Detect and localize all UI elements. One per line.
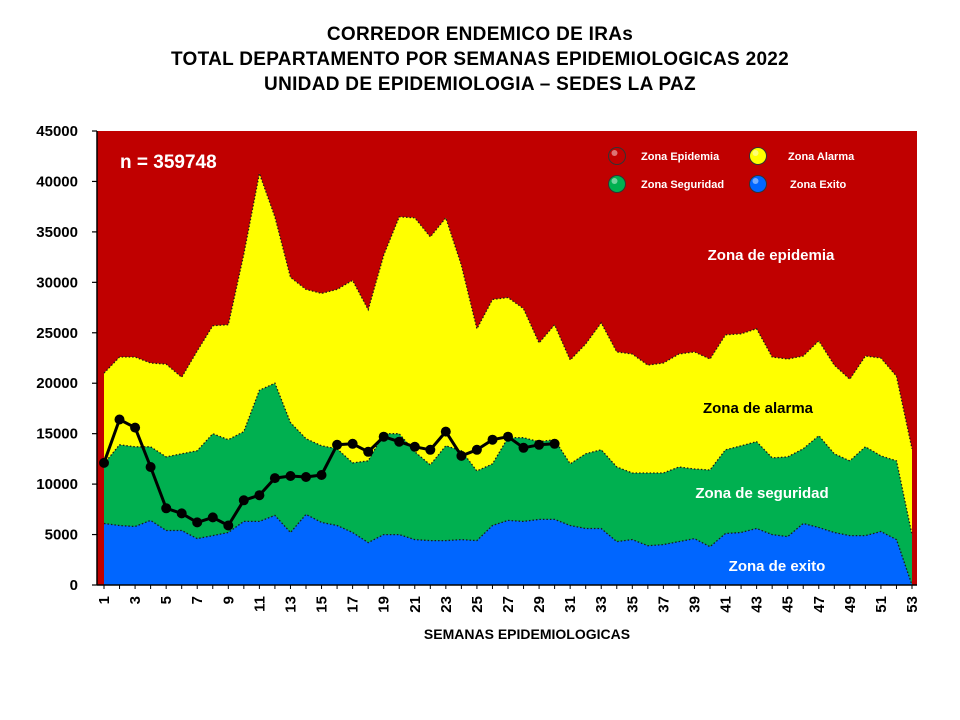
area-zona-exito-border [103, 513, 913, 586]
x-tick-label-43: 43 [749, 596, 766, 613]
y-tick-label-5000: 5000 [45, 527, 78, 544]
observed-point-week-21 [409, 441, 420, 452]
legend: Zona Epidemia Zona Alarma Zona Seguridad Zo… [608, 147, 855, 193]
observed-point-week-17 [347, 438, 358, 449]
x-tick-label-33: 33 [593, 596, 610, 613]
y-tick-label-0: 0 [70, 577, 78, 594]
observed-point-week-24 [456, 450, 467, 461]
observed-point-week-25 [471, 444, 482, 455]
observed-point-week-26 [487, 434, 498, 445]
observed-point-week-7 [192, 517, 203, 528]
y-tick-label-15000: 15000 [36, 426, 78, 443]
x-tick-label-45: 45 [780, 596, 797, 613]
observed-point-week-3 [130, 422, 141, 433]
x-tick-label-5: 5 [158, 596, 175, 604]
x-tick-label-7: 7 [189, 596, 206, 604]
observed-point-week-1 [99, 457, 109, 468]
legend-marker-highlight-zona-alarma [752, 150, 759, 156]
axes: 0 5000 10000 15000 20000 25000 30000 35000 40000… [36, 123, 921, 613]
x-tick-label-37: 37 [655, 596, 672, 613]
legend-label-zona-alarma: Zona Alarma [788, 151, 855, 163]
observed-point-week-28 [518, 442, 529, 453]
observed-point-week-23 [440, 426, 451, 437]
x-tick-label-49: 49 [842, 596, 859, 613]
x-tick-label-29: 29 [531, 596, 548, 613]
x-tick-label-31: 31 [562, 596, 579, 613]
zone-label-epidemia: Zona de epidemia [708, 247, 835, 264]
zone-label-seguridad: Zona de seguridad [695, 485, 828, 502]
legend-label-zona-seguridad: Zona Seguridad [641, 179, 724, 191]
observed-point-week-20 [394, 436, 405, 447]
x-tick-label-41: 41 [718, 596, 735, 613]
x-tick-label-19: 19 [376, 596, 393, 613]
observed-point-week-6 [176, 508, 187, 519]
observed-point-week-30 [549, 438, 560, 449]
x-tick-label-47: 47 [811, 596, 828, 613]
y-tick-label-35000: 35000 [36, 224, 78, 241]
x-tick-label-35: 35 [624, 596, 641, 613]
observed-point-week-8 [207, 512, 218, 523]
observed-point-week-5 [161, 503, 172, 514]
y-tick-label-25000: 25000 [36, 325, 78, 342]
annotations: n = 359748 Zona de epidemia Zona de alar… [120, 152, 835, 575]
observed-point-week-18 [363, 446, 374, 457]
area-zona-exito [104, 514, 912, 585]
legend-marker-highlight-zona-seguridad [611, 178, 618, 184]
x-tick-label-15: 15 [314, 596, 331, 613]
title-line-3: UNIDAD DE EPIDEMIOLOGIA – SEDES LA PAZ [264, 74, 696, 95]
x-tick-label-23: 23 [438, 596, 455, 613]
observed-point-week-13 [285, 471, 296, 481]
x-tick-label-21: 21 [407, 596, 424, 613]
observed-point-week-16 [332, 439, 343, 450]
observed-point-week-11 [254, 490, 265, 501]
observed-point-week-14 [301, 472, 311, 482]
x-tick-label-51: 51 [873, 596, 890, 613]
observed-point-week-4 [145, 462, 156, 472]
legend-marker-highlight-zona-exito [752, 178, 759, 184]
observed-point-week-9 [223, 520, 234, 531]
x-tick-label-1: 1 [96, 596, 113, 604]
x-tick-label-11: 11 [251, 596, 268, 612]
x-tick-label-9: 9 [220, 596, 237, 604]
legend-marker-zona-alarma [749, 147, 767, 165]
legend-marker-zona-exito [749, 175, 767, 193]
title-line-2: TOTAL DEPARTAMENTO POR SEMANAS EPIDEMIOL… [170, 49, 790, 70]
y-tick-label-10000: 10000 [36, 476, 78, 493]
zone-label-exito: Zona de exito [729, 558, 826, 575]
y-tick-label-40000: 40000 [36, 173, 78, 190]
zone-label-alarma: Zona de alarma [703, 400, 814, 417]
observed-point-week-2 [114, 414, 125, 425]
y-tick-label-30000: 30000 [36, 274, 78, 291]
x-tick-label-39: 39 [686, 596, 703, 613]
y-tick-label-20000: 20000 [36, 375, 78, 392]
chart-title: CORREDOR ENDEMICO DE IRAs TOTAL DEPARTAM… [0, 22, 960, 97]
observed-series [99, 414, 560, 531]
x-tick-label-27: 27 [500, 596, 517, 613]
legend-marker-zona-epidemia [608, 147, 626, 165]
observed-point-week-12 [269, 473, 280, 484]
area-zona-alarma-border [103, 170, 913, 449]
x-tick-label-13: 13 [282, 596, 299, 613]
x-tick-label-53: 53 [904, 596, 921, 613]
title-line-1: CORREDOR ENDEMICO DE IRAs [326, 24, 634, 45]
x-tick-label-3: 3 [127, 596, 144, 604]
observed-point-week-15 [316, 470, 327, 480]
legend-marker-zona-seguridad [608, 175, 626, 193]
legend-label-zona-exito: Zona Exito [790, 179, 847, 191]
observed-point-week-27 [503, 431, 513, 442]
observed-point-week-29 [534, 439, 545, 450]
x-axis-title: SEMANAS EPIDEMIOLOGICAS [424, 626, 630, 642]
observed-point-week-10 [238, 495, 249, 506]
x-tick-label-25: 25 [469, 596, 486, 613]
zone-areas [97, 131, 917, 586]
legend-label-zona-epidemia: Zona Epidemia [641, 151, 720, 163]
x-tick-label-17: 17 [345, 596, 362, 613]
observed-point-week-19 [378, 431, 389, 442]
observed-point-week-22 [425, 444, 436, 455]
legend-marker-highlight-zona-epidemia [611, 150, 618, 156]
y-tick-label-45000: 45000 [36, 123, 78, 140]
n-label: n = 359748 [120, 152, 217, 173]
